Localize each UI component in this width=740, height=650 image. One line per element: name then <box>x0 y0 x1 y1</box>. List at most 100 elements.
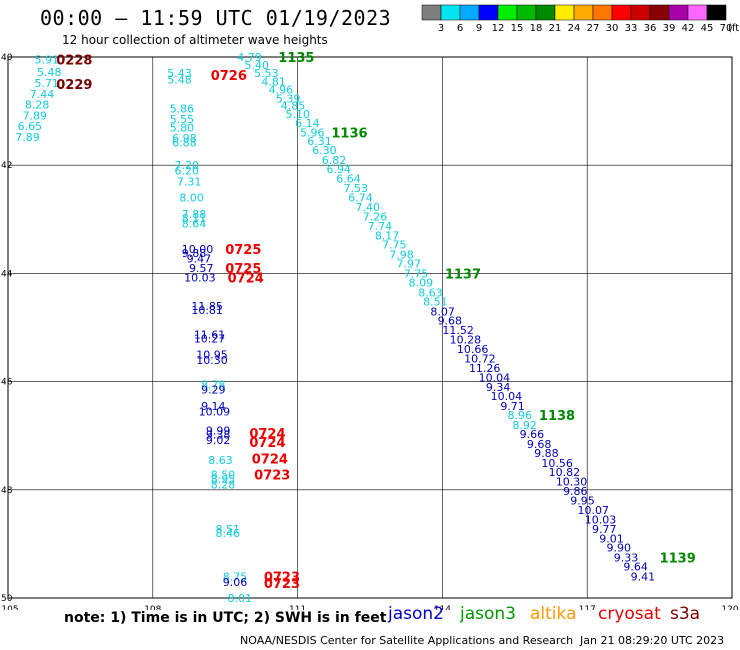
wave-height-value: 9.88 <box>534 447 559 460</box>
wave-height-value: 8.96 <box>508 409 533 422</box>
pass-time-label: 0724 <box>252 452 288 467</box>
pass-time-label: 0724 <box>228 272 264 287</box>
wave-height-value: 11.85 <box>191 300 223 313</box>
colorbar-swatch-70 <box>706 4 727 21</box>
footer-timestamp: Jan 21 08:29:20 UTC 2023 <box>580 634 725 647</box>
wave-height-value: 10.07 <box>578 504 610 517</box>
wave-height-value: 7.40 <box>356 201 381 214</box>
pass-time-label: 0726 <box>211 69 247 84</box>
wave-height-value: 9.71 <box>500 400 525 413</box>
y-tick-label: 46 <box>1 378 13 388</box>
wave-height-value: 6.20 <box>175 165 200 178</box>
wave-height-value: 5.48 <box>167 74 192 87</box>
wave-height-value: 8.92 <box>512 419 537 432</box>
wave-height-labels: 5.915.485.717.448.287.896.657.8902280229… <box>15 51 696 605</box>
y-tick-label: 50 <box>1 594 13 604</box>
wave-height-value: 5.39 <box>276 93 301 106</box>
wave-height-value: 8.78 <box>201 378 226 391</box>
y-tick-label: 40 <box>1 53 13 63</box>
wave-height-value: 5.10 <box>286 108 311 121</box>
wave-height-value: 8.17 <box>375 230 400 243</box>
wave-height-value: 10.27 <box>194 332 226 345</box>
wave-height-value: 6.82 <box>322 154 347 167</box>
wave-height-value: 8.46 <box>216 527 241 540</box>
pass-time-label: 0724 <box>249 436 285 451</box>
wave-height-value: 9.68 <box>527 438 552 451</box>
footer-credit: NOAA/NESDIS Center for Satellite Applica… <box>240 634 574 647</box>
wave-height-value: 9.06 <box>223 576 248 589</box>
wave-height-value: 9.64 <box>623 561 648 574</box>
pass-time-label: 0725 <box>225 243 261 258</box>
colorbar-label: 12 <box>492 23 505 34</box>
wave-height-value: 5.48 <box>37 66 62 79</box>
wave-height-value: 5.55 <box>170 113 195 126</box>
y-tick-label: 44 <box>1 269 13 279</box>
colorbar-label: 6 <box>457 23 463 34</box>
wave-height-value: 7.75 <box>382 239 407 252</box>
wave-height-value: 8.07 <box>430 305 455 318</box>
wave-height-value: 7.88 <box>182 208 207 221</box>
wave-height-value: 8.28 <box>211 478 236 491</box>
pass-time-label: 0228 <box>56 54 92 69</box>
pass-time-label: 0724 <box>249 427 285 442</box>
colorbar-label: 3 <box>438 23 444 34</box>
colorbar-label: 45 <box>701 23 714 34</box>
map-grid: 105 108 111 114 117 120 40 42 44 46 48 50 <box>1 53 739 610</box>
wave-height-value: 9.38 <box>206 429 231 442</box>
wave-height-value: 5.43 <box>167 67 192 80</box>
pass-time-label: 1137 <box>445 267 481 282</box>
colorbar-label: 27 <box>587 23 600 34</box>
x-tick-label: 105 <box>1 605 18 610</box>
wave-height-value: 6.30 <box>312 144 337 157</box>
wave-height-value: 9.33 <box>614 551 639 564</box>
colorbar-label: 21 <box>549 23 562 34</box>
wave-height-value: 4.81 <box>261 75 286 88</box>
wave-height-value: 10.66 <box>457 343 489 356</box>
wave-height-value: 5.71 <box>35 77 60 90</box>
wave-height-value: 8.63 <box>418 286 443 299</box>
pass-time-label: 1138 <box>539 409 575 424</box>
y-tick-label: 42 <box>1 161 12 171</box>
legend-item-jason3: jason3 <box>460 604 516 624</box>
wave-height-value: 10.30 <box>196 354 228 367</box>
wave-height-value: 8.75 <box>223 570 248 583</box>
wave-height-value: 10.82 <box>549 466 581 479</box>
wave-height-value: 6.88 <box>172 136 197 149</box>
colorbar-unit: (ft) <box>728 23 740 34</box>
pass-time-label: 0723 <box>264 570 300 585</box>
colorbar-label: 33 <box>625 23 638 34</box>
pass-time-label: 1136 <box>331 127 367 142</box>
wave-height-value: 9.47 <box>187 252 212 265</box>
wave-height-value: 7.44 <box>30 88 55 101</box>
wave-height-value: 8.11 <box>182 212 207 225</box>
wave-height-value: 4.96 <box>269 83 294 96</box>
page-subtitle: 12 hour collection of altimeter wave hei… <box>62 33 328 47</box>
wave-height-value: 8.51 <box>423 296 448 309</box>
wave-height-value: 6.31 <box>307 135 332 148</box>
wave-height-value: 8.63 <box>208 454 233 467</box>
y-tick-label: 48 <box>1 486 13 496</box>
pass-time-label: 1139 <box>660 551 696 566</box>
colorbar-label: 9 <box>476 23 482 34</box>
colorbar-label: 18 <box>530 23 543 34</box>
pass-time-label: 0723 <box>254 469 290 484</box>
colorbar-label: 15 <box>511 23 524 34</box>
wave-height-value: 8.28 <box>25 99 50 112</box>
legend-item-cryosat: cryosat <box>598 604 661 624</box>
x-tick-label: 120 <box>721 605 738 610</box>
wave-height-value: 7.74 <box>368 220 393 233</box>
wave-height-value: 7.89 <box>22 109 47 122</box>
wave-height-value: 9.66 <box>520 428 545 441</box>
wave-height-value: 9.88 <box>182 247 207 260</box>
note-text: note: 1) Time is in UTC; 2) SWH is in fe… <box>64 610 387 626</box>
wave-height-value: 10.95 <box>196 349 228 362</box>
wave-height-value: 7.31 <box>177 175 202 188</box>
wave-height-value: 10.03 <box>184 272 216 285</box>
wave-height-value: 8.09 <box>409 277 434 290</box>
x-tick-label: 117 <box>579 605 596 610</box>
wave-height-value: 9.57 <box>189 262 214 275</box>
wave-height-value: 5.96 <box>300 127 325 140</box>
wave-height-value: 4.79 <box>237 51 262 64</box>
wave-height-value: 11.26 <box>469 362 501 375</box>
wave-height-value: 9.99 <box>206 424 231 437</box>
